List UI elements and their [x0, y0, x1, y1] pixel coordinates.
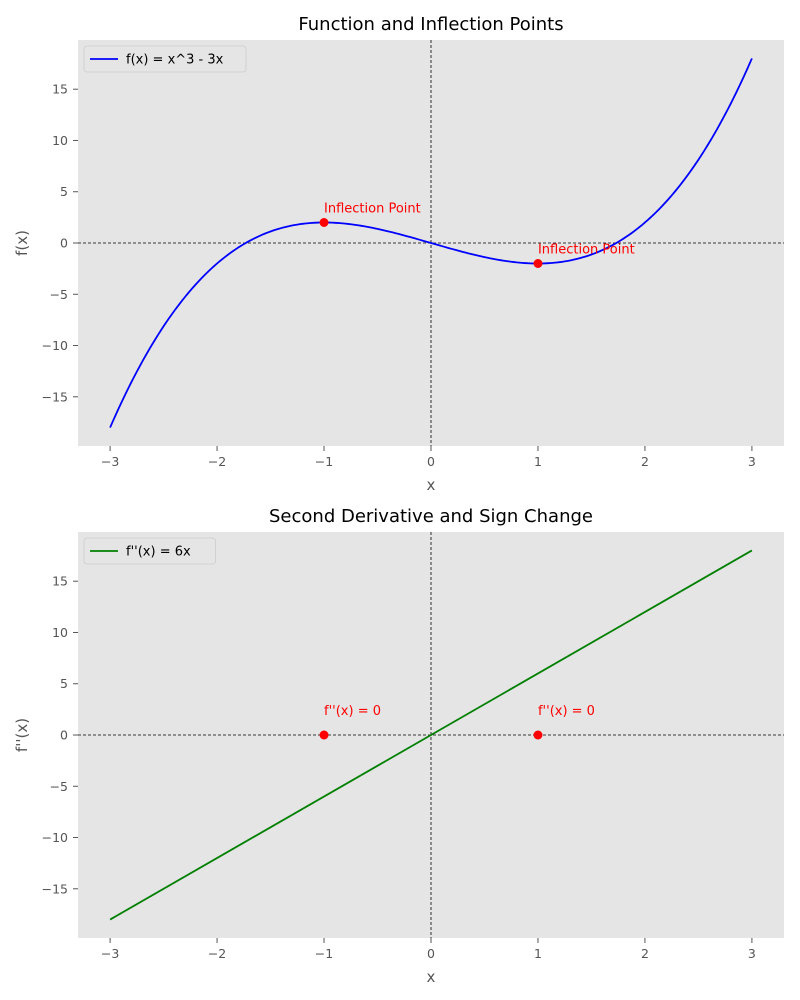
- x-tick-label: −3: [101, 454, 119, 469]
- chart-title: Function and Inflection Points: [298, 14, 563, 35]
- legend-box: [83, 45, 247, 73]
- x-tick-label: 0: [427, 946, 435, 961]
- y-tick-label: 0: [60, 236, 68, 251]
- highlight-point: [533, 730, 543, 740]
- annotation-label: f''(x) = 0: [538, 704, 595, 719]
- x-tick-label: −1: [315, 946, 333, 961]
- x-axis-label: x: [427, 968, 436, 986]
- annotation-label: f''(x) = 0: [324, 704, 381, 719]
- chart-title: Second Derivative and Sign Change: [269, 506, 593, 527]
- series-line: [109, 549, 753, 921]
- y-tick-label: −15: [42, 389, 68, 404]
- x-tick-label: 2: [641, 946, 649, 961]
- y-tick-label: −10: [42, 338, 68, 353]
- y-axis-label: f(x): [13, 230, 31, 256]
- y-tick-label: −10: [42, 830, 68, 845]
- highlight-point: [319, 730, 329, 740]
- x-tick-label: −3: [101, 946, 119, 961]
- x-tick-label: −2: [208, 946, 226, 961]
- x-tick-label: 0: [427, 454, 435, 469]
- y-tick-label: 15: [52, 574, 68, 589]
- annotation-label: Inflection Point: [324, 201, 421, 216]
- y-tick-label: −5: [50, 287, 68, 302]
- highlight-point: [319, 217, 329, 227]
- x-tick-label: −1: [315, 454, 333, 469]
- x-tick-label: 2: [641, 454, 649, 469]
- y-axis-label: f''(x): [13, 718, 31, 752]
- y-tick-label: 5: [60, 676, 68, 691]
- x-axis-label: x: [427, 476, 436, 494]
- chart-2: Second Derivative and Sign Change−3 −2 −1 0…: [13, 506, 784, 986]
- y-tick-label: 5: [60, 184, 68, 199]
- y-tick-label: 10: [52, 625, 68, 640]
- x-tick-label: 1: [534, 946, 542, 961]
- legend-box: [83, 537, 217, 565]
- y-tick-label: −15: [42, 881, 68, 896]
- annotation-label: Inflection Point: [538, 243, 635, 258]
- x-tick-label: −2: [208, 454, 226, 469]
- y-tick-label: 10: [52, 133, 68, 148]
- legend-label: f''(x) = 6x: [126, 545, 191, 560]
- chart-1: Function and Inflection Points−3 −2 −1 0 1 2 3…: [13, 14, 784, 494]
- y-tick-label: 0: [60, 728, 68, 743]
- x-tick-label: 1: [534, 454, 542, 469]
- y-tick-label: −5: [50, 779, 68, 794]
- y-tick-label: 15: [52, 82, 68, 97]
- highlight-point: [533, 259, 543, 269]
- x-tick-label: 3: [748, 946, 756, 961]
- series-line: [109, 58, 753, 428]
- legend-label: f(x) = x^3 - 3x: [126, 53, 224, 68]
- x-tick-label: 3: [748, 454, 756, 469]
